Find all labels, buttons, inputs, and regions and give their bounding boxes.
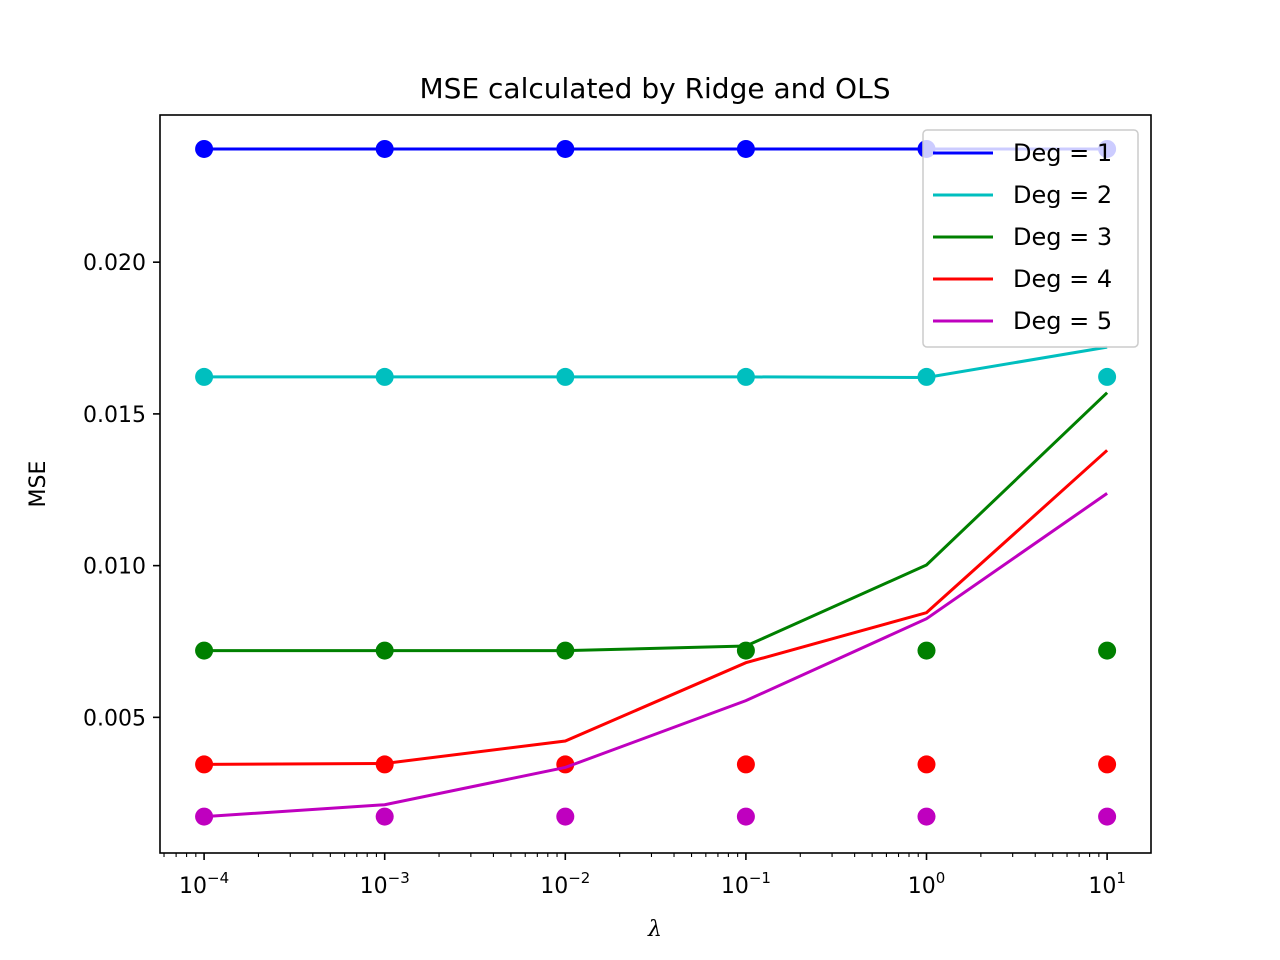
ols-point-deg-5-2 [556,807,575,826]
ols-point-deg-2-1 [375,367,394,386]
ols-point-deg-2-4 [917,367,936,386]
ticks-layer: 10−4 10−3 10−2 10−1 100 101 0.005 0.010 0.015 0.0… [83,251,1126,899]
ols-point-deg-2-2 [556,367,575,386]
ols-point-deg-3-1 [375,641,394,660]
plot-frame [159,114,1152,854]
y-tick-label-0: 0.005 [83,706,146,731]
legend-label-deg-3: Deg = 3 [1013,223,1112,251]
x-tick-label-0: 10−4 [179,869,229,899]
y-tick-label-3: 0.020 [83,251,146,276]
ols-point-deg-4-5 [1098,755,1117,774]
ridge-line-deg-3 [204,391,1109,653]
ols-point-deg-5-1 [375,807,394,826]
ols-point-deg-1-2 [556,139,575,158]
series-deg-5 [195,492,1117,826]
ols-point-deg-4-0 [195,755,214,774]
ols-point-deg-1-0 [195,139,214,158]
x-tick-label-3: 10−1 [721,869,771,899]
legend-label-deg-5: Deg = 5 [1013,307,1112,335]
y-tick-label-2: 0.015 [83,403,146,428]
series-deg-3 [195,391,1117,660]
ols-point-deg-2-0 [195,367,214,386]
x-tick-label-1: 10−3 [360,869,410,899]
ols-point-deg-1-3 [736,139,755,158]
ridge-line-deg-4 [204,449,1109,766]
x-axis-label: λ [647,917,662,942]
legend-box [922,129,1139,348]
series-deg-2 [195,345,1117,386]
y-tick-label-1: 0.010 [83,555,146,580]
ols-point-deg-2-5 [1098,367,1117,386]
x-tick-label-4: 100 [908,869,946,899]
ols-point-deg-1-1 [375,139,394,158]
y-axis-label: MSE [26,461,51,508]
legend-label-deg-1: Deg = 1 [1013,139,1112,167]
x-tick-label-5: 101 [1088,869,1126,899]
series-deg-4 [195,449,1117,774]
ols-point-deg-3-3 [736,641,755,660]
ols-point-deg-3-4 [917,641,936,660]
ols-point-deg-5-4 [917,807,936,826]
ols-point-deg-3-0 [195,641,214,660]
x-tick-label-2: 10−2 [540,869,590,899]
series-layer [195,139,1117,826]
ols-point-deg-5-3 [736,807,755,826]
ols-point-deg-4-4 [917,755,936,774]
ols-point-deg-5-5 [1098,807,1117,826]
chart-title: MSE calculated by Ridge and OLS [420,72,891,105]
legend-label-deg-4: Deg = 4 [1013,265,1112,293]
ols-point-deg-5-0 [195,807,214,826]
ols-point-deg-2-3 [736,367,755,386]
legend-label-deg-2: Deg = 2 [1013,181,1112,209]
ols-point-deg-3-2 [556,641,575,660]
ols-point-deg-4-1 [375,755,394,774]
ridge-line-deg-2 [204,345,1108,379]
ols-point-deg-3-5 [1098,641,1117,660]
ols-point-deg-4-3 [736,755,755,774]
legend: Deg = 1 Deg = 2 Deg = 3 Deg = 4 Deg = 5 [922,129,1139,348]
ridge-line-deg-5 [203,492,1108,819]
